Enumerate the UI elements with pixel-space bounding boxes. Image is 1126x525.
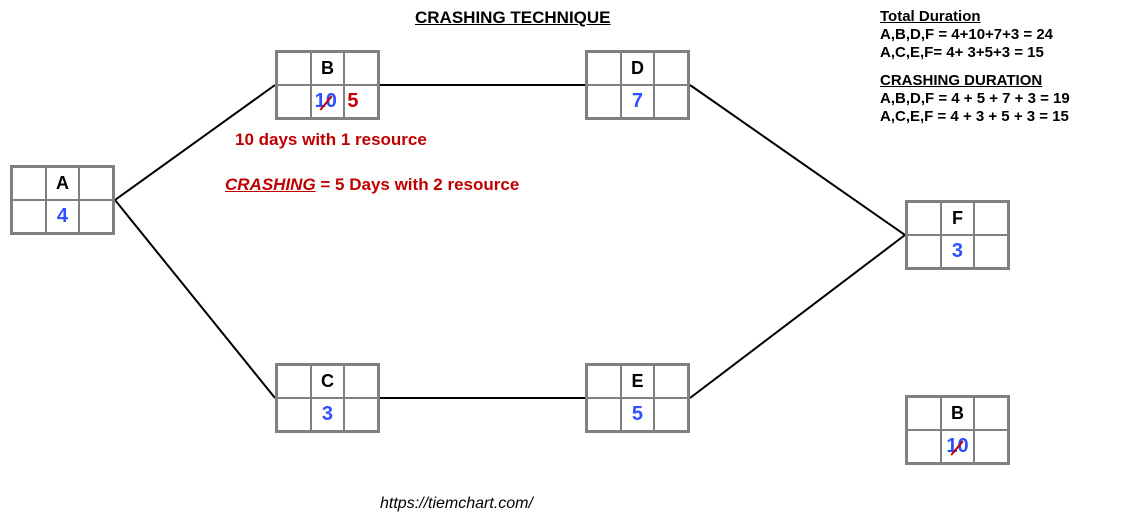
activity-node-c: C3 xyxy=(275,363,380,433)
node-label: B xyxy=(941,397,975,430)
footer-url: https://tiemchart.com/ xyxy=(380,495,533,513)
crashing-duration-row: A,C,E,F = 4 + 3 + 5 + 3 = 15 xyxy=(880,108,1070,126)
total-duration-header: Total Duration xyxy=(880,8,1070,26)
annotation-crashing: CRASHING = 5 Days with 2 resource xyxy=(225,175,519,195)
edge-D-F xyxy=(690,85,905,235)
node-label: F xyxy=(941,202,975,235)
activity-node-b: B 10 xyxy=(905,395,1010,465)
node-value: 4 xyxy=(46,200,80,233)
node-value: 7 xyxy=(621,85,655,118)
annotation-crashing-label: CRASHING xyxy=(225,175,316,194)
duration-summary: Total Duration A,B,D,F = 4+10+7+3 = 24 A… xyxy=(880,8,1070,126)
crashing-duration-row: A,B,D,F = 4 + 5 + 7 + 3 = 19 xyxy=(880,90,1070,108)
node-value-original: 10 xyxy=(946,435,968,458)
node-value-crashed: 5 xyxy=(344,85,378,118)
node-label: A xyxy=(46,167,80,200)
node-value-original: 10 xyxy=(315,90,337,113)
edge-E-F xyxy=(690,235,905,398)
activity-node-b: B 10 5 xyxy=(275,50,380,120)
node-label: C xyxy=(311,365,345,398)
total-duration-row: A,C,E,F= 4+ 3+5+3 = 15 xyxy=(880,44,1070,62)
node-label: B xyxy=(311,52,345,85)
activity-node-d: D7 xyxy=(585,50,690,120)
node-value: 5 xyxy=(621,398,655,431)
node-value: 3 xyxy=(311,398,345,431)
node-label: D xyxy=(621,52,655,85)
node-value: 10 xyxy=(311,85,345,118)
node-value: 10 xyxy=(941,430,975,463)
total-duration-row: A,B,D,F = 4+10+7+3 = 24 xyxy=(880,26,1070,44)
node-label: E xyxy=(621,365,655,398)
crashing-duration-header: CRASHING DURATION xyxy=(880,72,1070,90)
activity-node-e: E5 xyxy=(585,363,690,433)
diagram-title: CRASHING TECHNIQUE xyxy=(415,8,611,28)
node-value: 3 xyxy=(941,235,975,268)
edge-A-C xyxy=(115,200,275,398)
activity-node-f: F3 xyxy=(905,200,1010,270)
activity-node-a: A4 xyxy=(10,165,115,235)
annotation-original-duration: 10 days with 1 resource xyxy=(235,130,427,150)
annotation-crashing-rest: = 5 Days with 2 resource xyxy=(316,175,520,194)
